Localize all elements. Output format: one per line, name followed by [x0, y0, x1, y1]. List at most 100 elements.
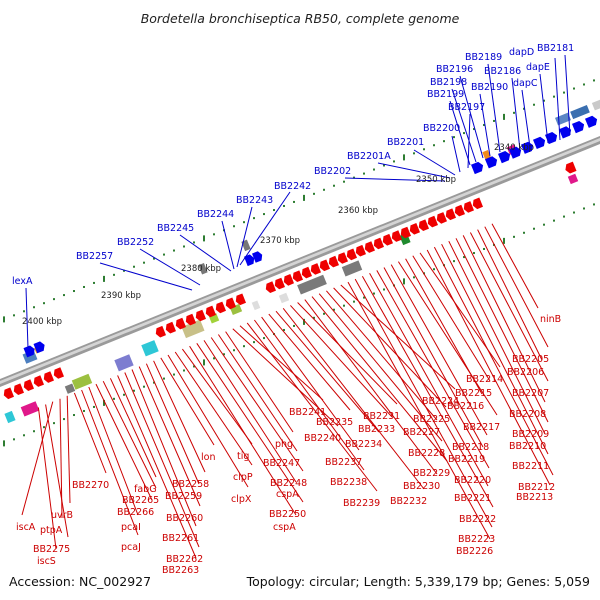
gene-label[interactable]: BB2228 — [408, 448, 445, 459]
gene-label[interactable]: BB2189 — [465, 52, 502, 63]
scale-minor-tick — [453, 136, 455, 139]
gene-label[interactable]: ptpA — [40, 525, 63, 536]
gene-label[interactable]: BB2270 — [72, 480, 109, 491]
gene-label[interactable]: BB2218 — [452, 442, 489, 453]
gene-label[interactable]: BB2197 — [448, 102, 485, 113]
gene-label[interactable]: BB2266 — [117, 507, 154, 518]
gene-label[interactable]: lon — [201, 452, 215, 463]
gene-label[interactable]: BB2263 — [162, 565, 199, 576]
gene-label[interactable]: BB2215 — [455, 388, 492, 399]
gene-label[interactable]: BB2231 — [363, 411, 400, 422]
gene-label[interactable]: BB2248 — [270, 478, 307, 489]
gene-label[interactable]: BB2275 — [33, 544, 70, 555]
gene-label[interactable]: BB2247 — [263, 458, 300, 469]
gene-label[interactable]: BB2209 — [512, 429, 549, 440]
gene-label[interactable]: BB2214 — [466, 374, 503, 385]
gene-label[interactable]: iscS — [37, 556, 56, 567]
gene-label[interactable]: BB2202 — [314, 166, 351, 177]
gene-label[interactable]: BB2245 — [157, 223, 194, 234]
gene-label[interactable]: BB2243 — [236, 195, 273, 206]
gene-label[interactable]: lexA — [12, 276, 33, 287]
gene-label[interactable]: BB2190 — [471, 82, 508, 93]
gene-label[interactable]: dapC — [513, 78, 538, 89]
gene-label[interactable]: BB2234 — [345, 439, 382, 450]
gene-label[interactable]: clpX — [231, 494, 252, 505]
gene-label[interactable]: BB2199 — [427, 89, 464, 100]
gene-label[interactable]: BB2196 — [436, 64, 473, 75]
gene-label[interactable]: BB2235 — [316, 417, 353, 428]
gene-label[interactable]: iscA — [16, 522, 36, 533]
gene-label[interactable]: BB2224 — [422, 396, 459, 407]
gene-label[interactable]: dapE — [526, 62, 550, 73]
gene-label[interactable]: BB2223 — [458, 534, 495, 545]
gene-label[interactable]: BB2233 — [358, 424, 395, 435]
gene-label[interactable]: pcaI — [121, 522, 141, 533]
gene-arrows[interactable] — [3, 115, 598, 400]
gene-label[interactable]: BB2260 — [166, 513, 203, 524]
gene-label[interactable]: BB2261 — [162, 533, 199, 544]
feature-block — [567, 173, 579, 185]
gene-label[interactable]: BB2205 — [512, 354, 549, 365]
gene-label[interactable]: BB2216 — [447, 401, 484, 412]
gene-label[interactable]: BB2230 — [403, 481, 440, 492]
gene-label[interactable]: BB2239 — [343, 498, 380, 509]
gene-label[interactable]: cspA — [273, 522, 296, 533]
gene-label[interactable]: BB2207 — [512, 388, 549, 399]
gene-label[interactable]: BB2242 — [274, 181, 311, 192]
kbp-labels: 2340 kbp 2350 kbp 2360 kbp 2370 kbp 2380… — [22, 143, 534, 327]
gene-label[interactable]: BB2226 — [456, 546, 493, 557]
gene-label[interactable]: BB2250 — [269, 509, 306, 520]
gene-label[interactable]: BB2229 — [413, 468, 450, 479]
gene-label[interactable]: BB2212 — [518, 482, 555, 493]
gene-label[interactable]: BB2210 — [509, 441, 546, 452]
gene-label[interactable]: BB2258 — [172, 479, 209, 490]
label-leader — [304, 299, 438, 475]
gene-label[interactable]: BB2225 — [413, 414, 450, 425]
gene-label[interactable]: BB2206 — [507, 367, 544, 378]
gene-label[interactable]: BB2244 — [197, 209, 234, 220]
gene-label[interactable]: dapD — [509, 47, 534, 58]
gene-label[interactable]: uvrB — [51, 510, 73, 521]
gene-label[interactable]: BB2240 — [304, 433, 341, 444]
gene-label[interactable]: BB2213 — [516, 492, 553, 503]
gene-label[interactable]: BB2227 — [403, 427, 440, 438]
gene-label[interactable]: cspA — [276, 489, 299, 500]
gene-label[interactable]: BB2220 — [454, 475, 491, 486]
gene-label[interactable]: BB2186 — [484, 66, 521, 77]
gene-label[interactable]: BB2221 — [454, 493, 491, 504]
gene-label[interactable]: BB2238 — [330, 477, 367, 488]
scale-minor-tick — [373, 168, 375, 171]
gene-label[interactable]: BB2198 — [430, 77, 467, 88]
gene-label[interactable]: pcaJ — [121, 542, 141, 553]
gene-label[interactable]: BB2237 — [325, 457, 362, 468]
label-leader — [261, 316, 360, 451]
gene-label[interactable]: BB2217 — [463, 422, 500, 433]
gene-label[interactable]: ninB — [540, 314, 561, 325]
gene-label[interactable]: phg — [275, 439, 293, 450]
label-leader — [102, 380, 157, 489]
feature-block — [251, 300, 261, 311]
gene-label[interactable]: tig — [237, 451, 249, 462]
gene-label[interactable]: BB2257 — [76, 251, 113, 262]
gene-label[interactable]: BB2265 — [122, 495, 159, 506]
scale-minor-tick — [343, 180, 345, 183]
scale-minor-tick — [173, 249, 175, 252]
label-leader — [347, 281, 491, 540]
scale-minor-tick — [143, 385, 145, 388]
gene-label[interactable]: BB2232 — [390, 496, 427, 507]
gene-label[interactable]: BB2241 — [289, 407, 326, 418]
scale-minor-tick — [323, 188, 325, 191]
gene-label[interactable]: BB2211 — [512, 461, 549, 472]
gene-label[interactable]: BB2252 — [117, 237, 154, 248]
gene-label[interactable]: fabG — [134, 484, 157, 495]
gene-label[interactable]: BB2201 — [387, 137, 424, 148]
gene-label[interactable]: BB2222 — [459, 514, 496, 525]
gene-label[interactable]: clpP — [233, 472, 253, 483]
gene-label[interactable]: BB2262 — [166, 554, 203, 565]
gene-label[interactable]: BB2200 — [423, 123, 460, 134]
gene-label[interactable]: BB2208 — [509, 409, 546, 420]
gene-label[interactable]: BB2259 — [165, 491, 202, 502]
gene-label[interactable]: BB2181 — [537, 43, 574, 54]
gene-label[interactable]: BB2219 — [448, 454, 485, 465]
gene-label[interactable]: BB2201A — [347, 151, 391, 162]
